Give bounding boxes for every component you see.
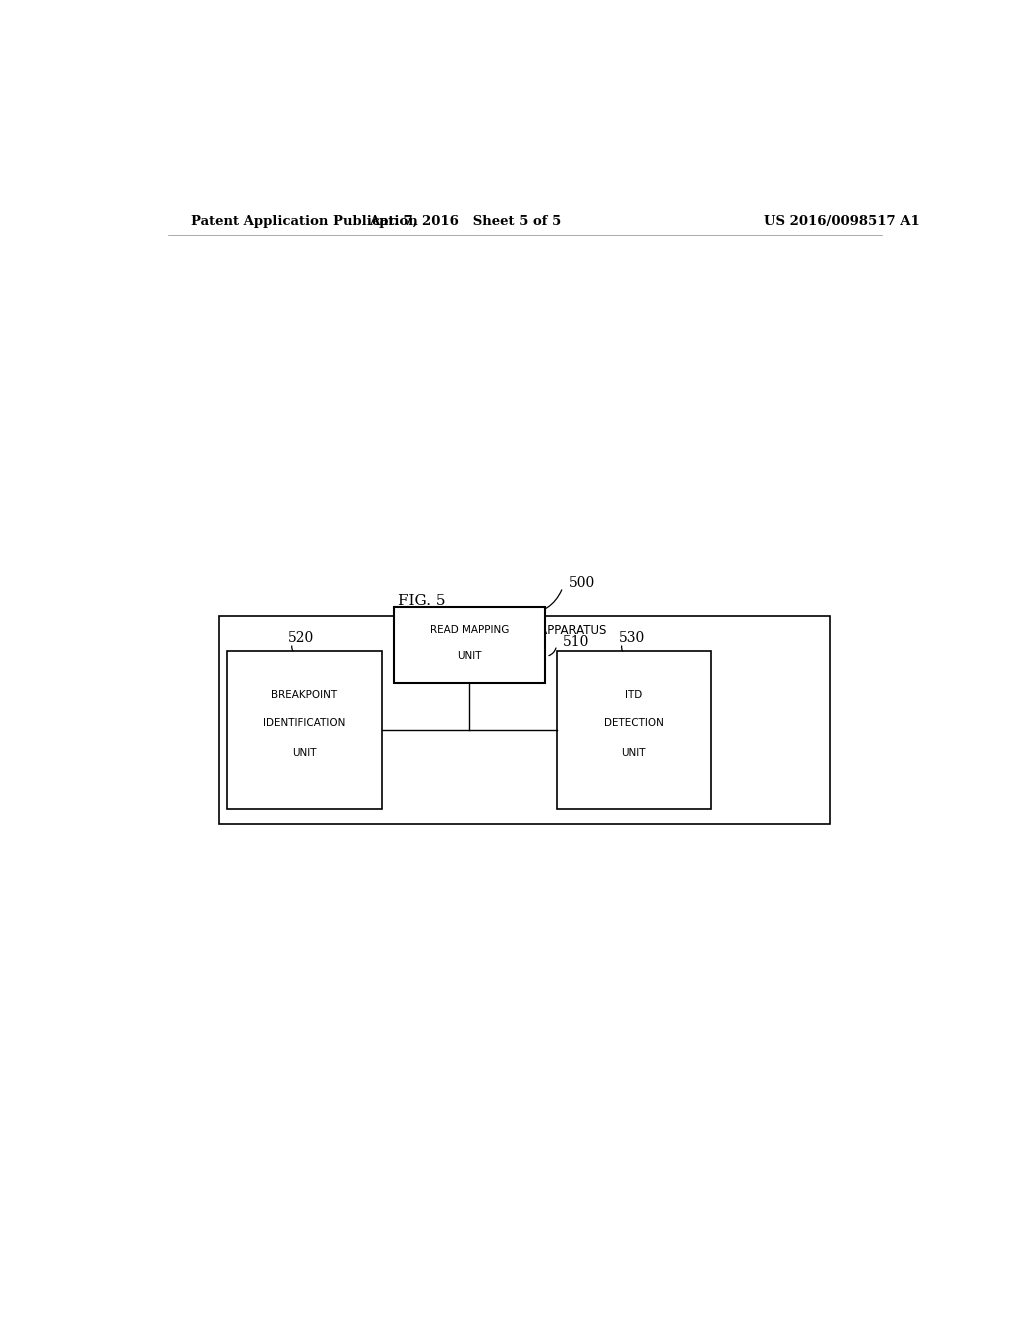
Text: Apr. 7, 2016   Sheet 5 of 5: Apr. 7, 2016 Sheet 5 of 5 (370, 215, 561, 228)
Text: ITD: ITD (625, 690, 642, 700)
Text: DETECTION: DETECTION (603, 718, 664, 727)
Text: UNIT: UNIT (457, 652, 481, 661)
Text: ITD DETECTION APPARATUS: ITD DETECTION APPARATUS (443, 623, 606, 636)
Text: IDENTIFICATION: IDENTIFICATION (263, 718, 345, 727)
Text: READ MAPPING: READ MAPPING (429, 624, 509, 635)
Text: US 2016/0098517 A1: US 2016/0098517 A1 (764, 215, 921, 228)
Text: FIG. 5: FIG. 5 (398, 594, 445, 607)
Text: Patent Application Publication: Patent Application Publication (191, 215, 418, 228)
Bar (219, 616, 830, 824)
Text: 510: 510 (563, 635, 589, 649)
Text: UNIT: UNIT (292, 748, 316, 758)
Text: 500: 500 (568, 577, 595, 590)
Text: UNIT: UNIT (622, 748, 646, 758)
Text: BREAKPOINT: BREAKPOINT (271, 690, 337, 700)
Bar (227, 651, 382, 809)
Text: 530: 530 (618, 631, 645, 645)
Bar (394, 607, 545, 682)
Bar (557, 651, 712, 809)
Text: 520: 520 (289, 631, 314, 645)
